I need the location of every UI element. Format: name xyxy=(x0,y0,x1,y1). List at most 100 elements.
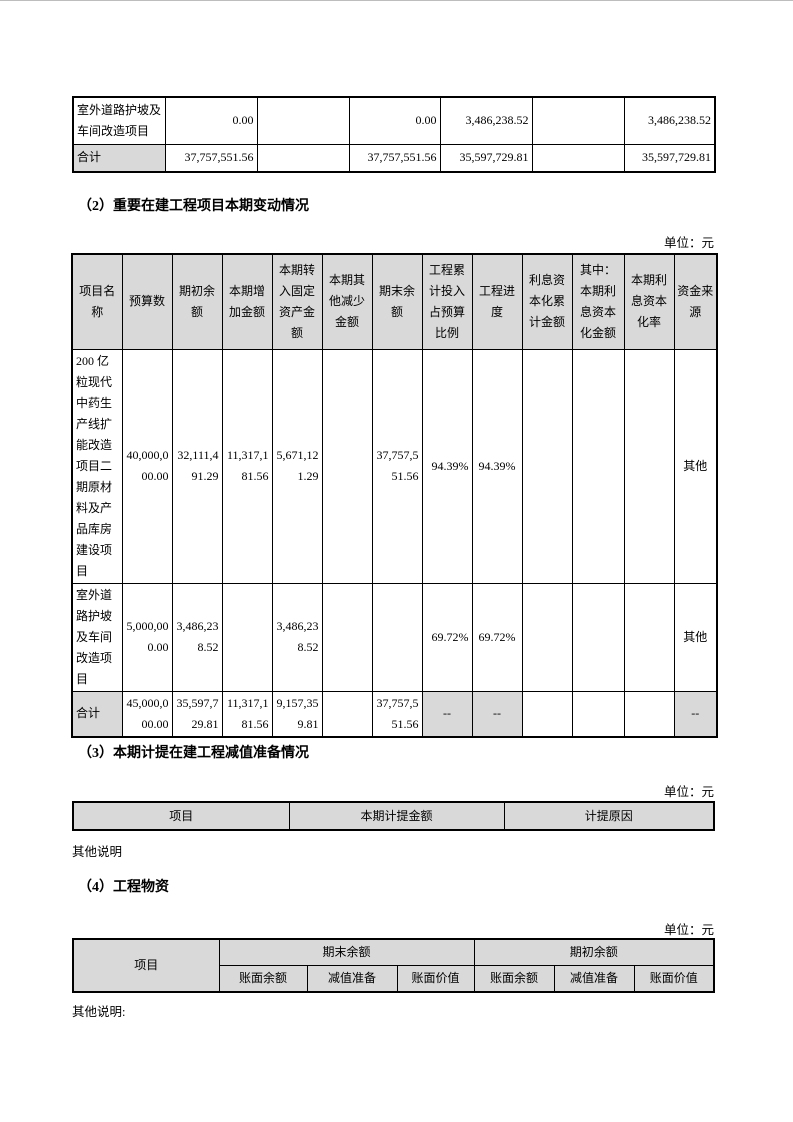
project-name-cell: 室外道路护坡及车间改造项目 xyxy=(72,96,166,145)
column-header: 减值准备 xyxy=(306,964,398,993)
value-cell xyxy=(521,582,573,692)
value-cell: 5,671,121.29 xyxy=(271,348,323,584)
value-cell: 37,757,551.56 xyxy=(371,690,423,737)
value-cell xyxy=(571,582,625,692)
value-cell xyxy=(531,96,625,145)
impairment-table: 项目 本期计提金额 计提原因 xyxy=(72,801,715,831)
column-header: 其中：本期利息资本化金额 xyxy=(571,253,625,350)
value-cell: 37,757,551.56 xyxy=(348,143,441,173)
table-row: 室外道路护坡及车间改造项目 0.00 0.00 3,486,238.52 3,4… xyxy=(72,96,716,145)
column-header: 账面价值 xyxy=(396,964,475,993)
column-header: 账面余额 xyxy=(218,964,308,993)
table-row: 200 亿粒现代中药生产线扩能改造项目二期原材料及产品库房建设项目 40,000… xyxy=(71,348,718,584)
ratio-cell: -- xyxy=(421,690,473,737)
header-row: 项目 本期计提金额 计提原因 xyxy=(72,801,715,831)
column-header: 本期增加金额 xyxy=(221,253,273,350)
column-header: 预算数 xyxy=(121,253,173,350)
total-row: 合计 37,757,551.56 37,757,551.56 35,597,72… xyxy=(72,143,716,173)
value-cell: 35,597,729.81 xyxy=(171,690,223,737)
value-cell: 37,757,551.56 xyxy=(371,348,423,584)
value-cell: 3,486,238.52 xyxy=(623,96,716,145)
column-header: 资金来源 xyxy=(673,253,718,350)
fund-source-cell: -- xyxy=(673,690,718,737)
total-row: 合计 45,000,000.00 35,597,729.81 11,317,18… xyxy=(71,690,718,737)
value-cell: 40,000,000.00 xyxy=(121,348,173,584)
unit-label: 单位：元 xyxy=(663,236,714,250)
value-cell: 35,597,729.81 xyxy=(439,143,533,173)
value-cell xyxy=(321,582,373,692)
value-cell xyxy=(623,690,675,737)
other-note: 其他说明: xyxy=(72,1005,126,1019)
column-header: 期初余额 xyxy=(171,253,223,350)
value-cell: 32,111,491.29 xyxy=(171,348,223,584)
value-cell: 37,757,551.56 xyxy=(164,143,258,173)
value-cell xyxy=(321,690,373,737)
total-label-cell: 合计 xyxy=(71,690,123,737)
value-cell: 3,486,238.52 xyxy=(439,96,533,145)
column-header: 本期转入固定资产金额 xyxy=(271,253,323,350)
value-cell: 3,486,238.52 xyxy=(171,582,223,692)
ratio-cell: 69.72% xyxy=(421,582,473,692)
column-header: 项目名称 xyxy=(71,253,123,350)
progress-cell: 69.72% xyxy=(471,582,523,692)
section-title-3: （3）本期计提在建工程减值准备情况 xyxy=(78,746,309,761)
group-header: 期末余额 xyxy=(218,938,475,966)
column-header: 本期其他减少金额 xyxy=(321,253,373,350)
column-header: 工程进度 xyxy=(471,253,523,350)
value-cell: 11,317,181.56 xyxy=(221,690,273,737)
engineering-materials-table: 项目 期末余额 期初余额 账面余额 减值准备 账面价值 账面余额 减值准备 账面… xyxy=(72,938,716,993)
subheader-row: 账面余额 减值准备 账面价值 账面余额 减值准备 账面价值 xyxy=(73,964,715,993)
ratio-cell: 94.39% xyxy=(421,348,473,584)
value-cell xyxy=(571,690,625,737)
column-header: 减值准备 xyxy=(553,964,635,993)
project-name-cell: 200 亿粒现代中药生产线扩能改造项目二期原材料及产品库房建设项目 xyxy=(71,348,123,584)
progress-cell: 94.39% xyxy=(471,348,523,584)
value-cell xyxy=(321,348,373,584)
carryover-table: 室外道路护坡及车间改造项目 0.00 0.00 3,486,238.52 3,4… xyxy=(72,96,716,173)
column-header: 计提原因 xyxy=(503,801,715,831)
other-note: 其他说明 xyxy=(72,845,123,859)
header-row: 项目 期末余额 期初余额 xyxy=(72,938,715,993)
project-name-cell: 室外道路护坡及车间改造项目 xyxy=(71,582,123,692)
column-header: 账面余额 xyxy=(473,964,555,993)
value-cell: 35,597,729.81 xyxy=(623,143,716,173)
value-cell xyxy=(531,143,625,173)
table-row: 室外道路护坡及车间改造项目 5,000,000.00 3,486,238.52 … xyxy=(71,582,718,692)
value-cell xyxy=(521,348,573,584)
column-header: 本期计提金额 xyxy=(288,801,505,831)
column-header: 账面价值 xyxy=(633,964,715,993)
value-cell xyxy=(623,582,675,692)
column-header: 项目 xyxy=(72,801,290,831)
column-header: 期末余额 xyxy=(371,253,423,350)
fund-source-cell: 其他 xyxy=(673,348,718,584)
value-cell: 45,000,000.00 xyxy=(121,690,173,737)
column-header: 项目 xyxy=(72,938,220,993)
value-cell: 0.00 xyxy=(348,96,441,145)
value-cell xyxy=(571,348,625,584)
total-label-cell: 合计 xyxy=(72,143,166,173)
value-cell: 9,157,359.81 xyxy=(271,690,323,737)
column-header: 本期利息资本化率 xyxy=(623,253,675,350)
value-cell: 5,000,000.00 xyxy=(121,582,173,692)
progress-cell: -- xyxy=(471,690,523,737)
value-cell xyxy=(521,690,573,737)
unit-label: 单位：元 xyxy=(663,923,714,937)
section-title-4: （4）工程物资 xyxy=(78,880,169,895)
fund-source-cell: 其他 xyxy=(673,582,718,692)
value-cell xyxy=(221,582,273,692)
header-row: 项目名称 预算数 期初余额 本期增加金额 本期转入固定资产金额 本期其他减少金额… xyxy=(71,253,718,350)
group-header: 期初余额 xyxy=(473,938,715,966)
value-cell xyxy=(623,348,675,584)
section-title-2: （2）重要在建工程项目本期变动情况 xyxy=(78,199,309,214)
value-cell: 0.00 xyxy=(164,96,258,145)
value-cell xyxy=(371,582,423,692)
column-header: 工程累计投入占预算比例 xyxy=(421,253,473,350)
value-cell: 11,317,181.56 xyxy=(221,348,273,584)
unit-label: 单位：元 xyxy=(663,785,714,799)
value-cell: 3,486,238.52 xyxy=(271,582,323,692)
value-cell xyxy=(256,96,350,145)
column-header: 利息资本化累计金额 xyxy=(521,253,573,350)
value-cell xyxy=(256,143,350,173)
construction-changes-table: 项目名称 预算数 期初余额 本期增加金额 本期转入固定资产金额 本期其他减少金额… xyxy=(71,253,718,738)
